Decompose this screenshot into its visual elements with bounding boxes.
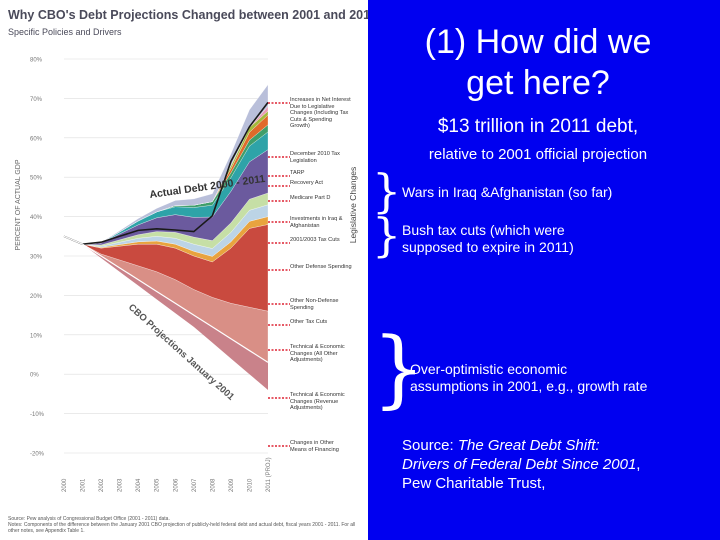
series-label: Investments in Iraq & Afghanistan <box>290 216 343 229</box>
source-title-line1: The Great Debt Shift: <box>457 437 600 454</box>
note-wars: Wars in Iraq &Afghanistan (so far) <box>402 184 612 201</box>
series-label: Increases in Net Interest Due to Legisla… <box>290 97 351 129</box>
source-citation: Source: The Great Debt Shift: Drivers of… <box>402 436 718 493</box>
slide-title: (1) How did we get here? <box>368 22 708 104</box>
series-label: Medicare Part D <box>290 195 331 201</box>
x-tick-label: 2006 <box>173 478 179 492</box>
note-wars-text: Wars in Iraq &Afghanistan (so far) <box>402 184 613 200</box>
y-tick-label: 80% <box>30 58 43 64</box>
y-tick-label: 60% <box>30 136 43 142</box>
brace-wars: } <box>372 164 402 218</box>
x-tick-label: 2004 <box>136 478 142 492</box>
x-tick-label: 2003 <box>118 478 124 492</box>
reference-lines <box>63 101 269 363</box>
source-suffix: , <box>636 456 641 473</box>
x-tick-label: 2009 <box>229 478 235 492</box>
cbo-projection-line <box>63 235 269 363</box>
series-label: Changes in Other Means of Financing <box>290 440 339 453</box>
series-label: Technical & Economic Changes (Revenue Ad… <box>290 392 345 411</box>
series-label: Technical & Economic Changes (All Other … <box>290 344 345 363</box>
brace-tax-cuts: } <box>372 208 402 262</box>
chart-subtitle: Specific Policies and Drivers <box>8 27 122 37</box>
series-label: Other Tax Cuts <box>290 319 328 325</box>
x-tick-label: 2005 <box>155 478 161 492</box>
y-tick-label: 0% <box>30 373 39 379</box>
chart-footnote-source: Source: Pew analysis of Congressional Bu… <box>8 516 170 522</box>
y-tick-label: 70% <box>30 97 43 103</box>
note-tax-cuts: Bush tax cuts (which were supposed to ex… <box>402 222 574 256</box>
slide-subtitle-2: relative to 2001 official projection <box>428 146 648 163</box>
debt-projection-chart: Why CBO's Debt Projections Changed betwe… <box>8 8 368 534</box>
note-economic: Over-optimistic economic assumptions in … <box>410 361 647 395</box>
y-tick-labels: 80% 70% 60% 50% 40% 30% 20% 10% 0% -10% -20% <box>30 58 45 458</box>
y-tick-label: 10% <box>30 333 43 339</box>
series-label: 2001/2003 Tax Cuts <box>290 237 340 243</box>
actual-debt-line <box>63 101 269 245</box>
x-tick-label: 2001 <box>81 478 87 492</box>
slide-title-line1: (1) How did we <box>424 23 652 61</box>
slide-title-line2: get here? <box>466 64 610 102</box>
x-tick-label: 2007 <box>192 478 198 492</box>
y-axis-label: PERCENT OF ACTUAL GDP <box>15 159 22 250</box>
slide-subtitle: $13 trillion in 2011 debt, <box>437 116 639 137</box>
note-economic-line1: Over-optimistic economic <box>410 361 568 377</box>
note-tax-cuts-line2: supposed to expire in 2011) <box>402 239 574 255</box>
y-tick-label: -20% <box>30 452 45 458</box>
source-publisher: Pew Charitable Trust, <box>402 475 546 492</box>
note-tax-cuts-line1: Bush tax cuts (which were <box>402 222 565 238</box>
series-label: December 2010 Tax Legislation <box>290 151 340 164</box>
chart-panel: Why CBO's Debt Projections Changed betwe… <box>0 0 368 540</box>
area-increases-in-net-interest-due-to-legislative-changes-including-tax-cuts-spending-growth- <box>63 84 269 245</box>
note-economic-line2: assumptions in 2001, e.g., growth rate <box>410 378 648 394</box>
chart-footnote-notes: Notes: Components of the difference betw… <box>8 522 356 534</box>
y-tick-label: 20% <box>30 294 43 300</box>
y-tick-label: -10% <box>30 412 45 418</box>
source-title-line2: Drivers of Federal Debt Since 2001 <box>402 456 637 473</box>
y-tick-label: 50% <box>30 176 43 182</box>
source-prefix: Source: <box>402 437 458 454</box>
series-label: TARP <box>290 170 305 176</box>
chart-title: Why CBO's Debt Projections Changed betwe… <box>8 8 368 22</box>
brace-economic: } <box>372 319 426 417</box>
y-tick-label: 30% <box>30 255 43 261</box>
y-tick-label: 40% <box>30 215 43 221</box>
slide-text-panel: (1) How did we get here? $13 trillion in… <box>368 0 720 540</box>
legislative-changes-label: Legislative Changes <box>348 167 358 244</box>
x-tick-label: 2011 (PROJ) <box>266 457 272 492</box>
series-label: Recovery Act <box>290 180 323 186</box>
x-tick-label: 2008 <box>210 478 216 492</box>
series-label: Other Non-Defense Spending <box>290 298 339 311</box>
series-label: Other Defense Spending <box>290 264 352 270</box>
x-tick-label: 2010 <box>247 478 253 492</box>
x-tick-label: 2000 <box>62 478 68 492</box>
series-labels: Changes in Other Means of Financing Techn… <box>268 97 352 453</box>
x-tick-label: 2002 <box>99 478 105 492</box>
x-tick-labels: 2000 2001 2002 2003 2004 2005 2006 2007 2008 2009… <box>62 457 272 492</box>
